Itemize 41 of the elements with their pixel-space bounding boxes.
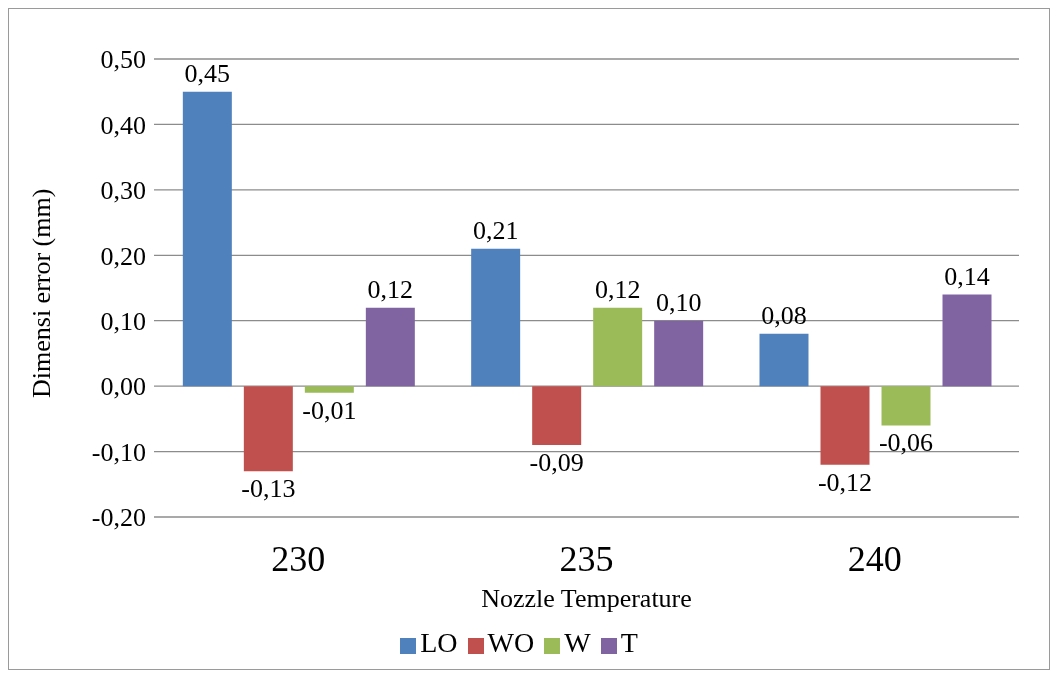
x-tick-label: 235 <box>559 538 614 579</box>
y-tick-label: 0,40 <box>100 110 146 140</box>
legend-label: WO <box>487 627 535 658</box>
bar <box>182 91 232 387</box>
y-tick-label: -0,10 <box>91 437 146 467</box>
data-label: -0,06 <box>878 428 934 458</box>
y-tick-label: 0,50 <box>100 45 146 75</box>
data-label: 0,10 <box>655 287 702 317</box>
y-tick-label: 0,20 <box>100 241 146 271</box>
data-label: 0,21 <box>472 215 519 245</box>
y-tick-label: -0,20 <box>91 503 146 533</box>
x-axis-title: Nozzle Temperature <box>481 584 692 613</box>
data-label: -0,01 <box>302 395 357 425</box>
y-tick-label: 0,30 <box>100 176 146 206</box>
data-label: -0,12 <box>817 467 873 497</box>
bar <box>820 386 870 465</box>
bar <box>243 386 293 472</box>
x-tick-label: 230 <box>271 538 326 579</box>
data-label: 0,12 <box>594 274 641 304</box>
legend-label: W <box>564 627 591 658</box>
bar <box>365 307 415 387</box>
y-tick-label: 0,00 <box>100 372 146 402</box>
data-label: 0,14 <box>944 261 990 291</box>
bar <box>881 386 931 426</box>
data-label: 0,12 <box>367 274 414 304</box>
bar <box>942 294 992 387</box>
bar <box>532 386 582 446</box>
y-axis-title: Dimensi error (mm) <box>27 188 57 398</box>
data-label: -0,09 <box>529 448 584 478</box>
data-label: 0,08 <box>761 300 807 330</box>
bar <box>304 386 354 393</box>
data-label: 0,45 <box>184 58 231 88</box>
legend-label: LO <box>420 627 458 658</box>
x-tick-label: 240 <box>847 538 902 579</box>
data-label: -0,13 <box>241 474 296 504</box>
bar <box>593 307 643 387</box>
bar <box>654 320 704 387</box>
legend-label: T <box>620 627 638 658</box>
bar <box>471 248 521 387</box>
y-tick-label: 0,10 <box>100 306 146 336</box>
bar <box>759 333 809 387</box>
